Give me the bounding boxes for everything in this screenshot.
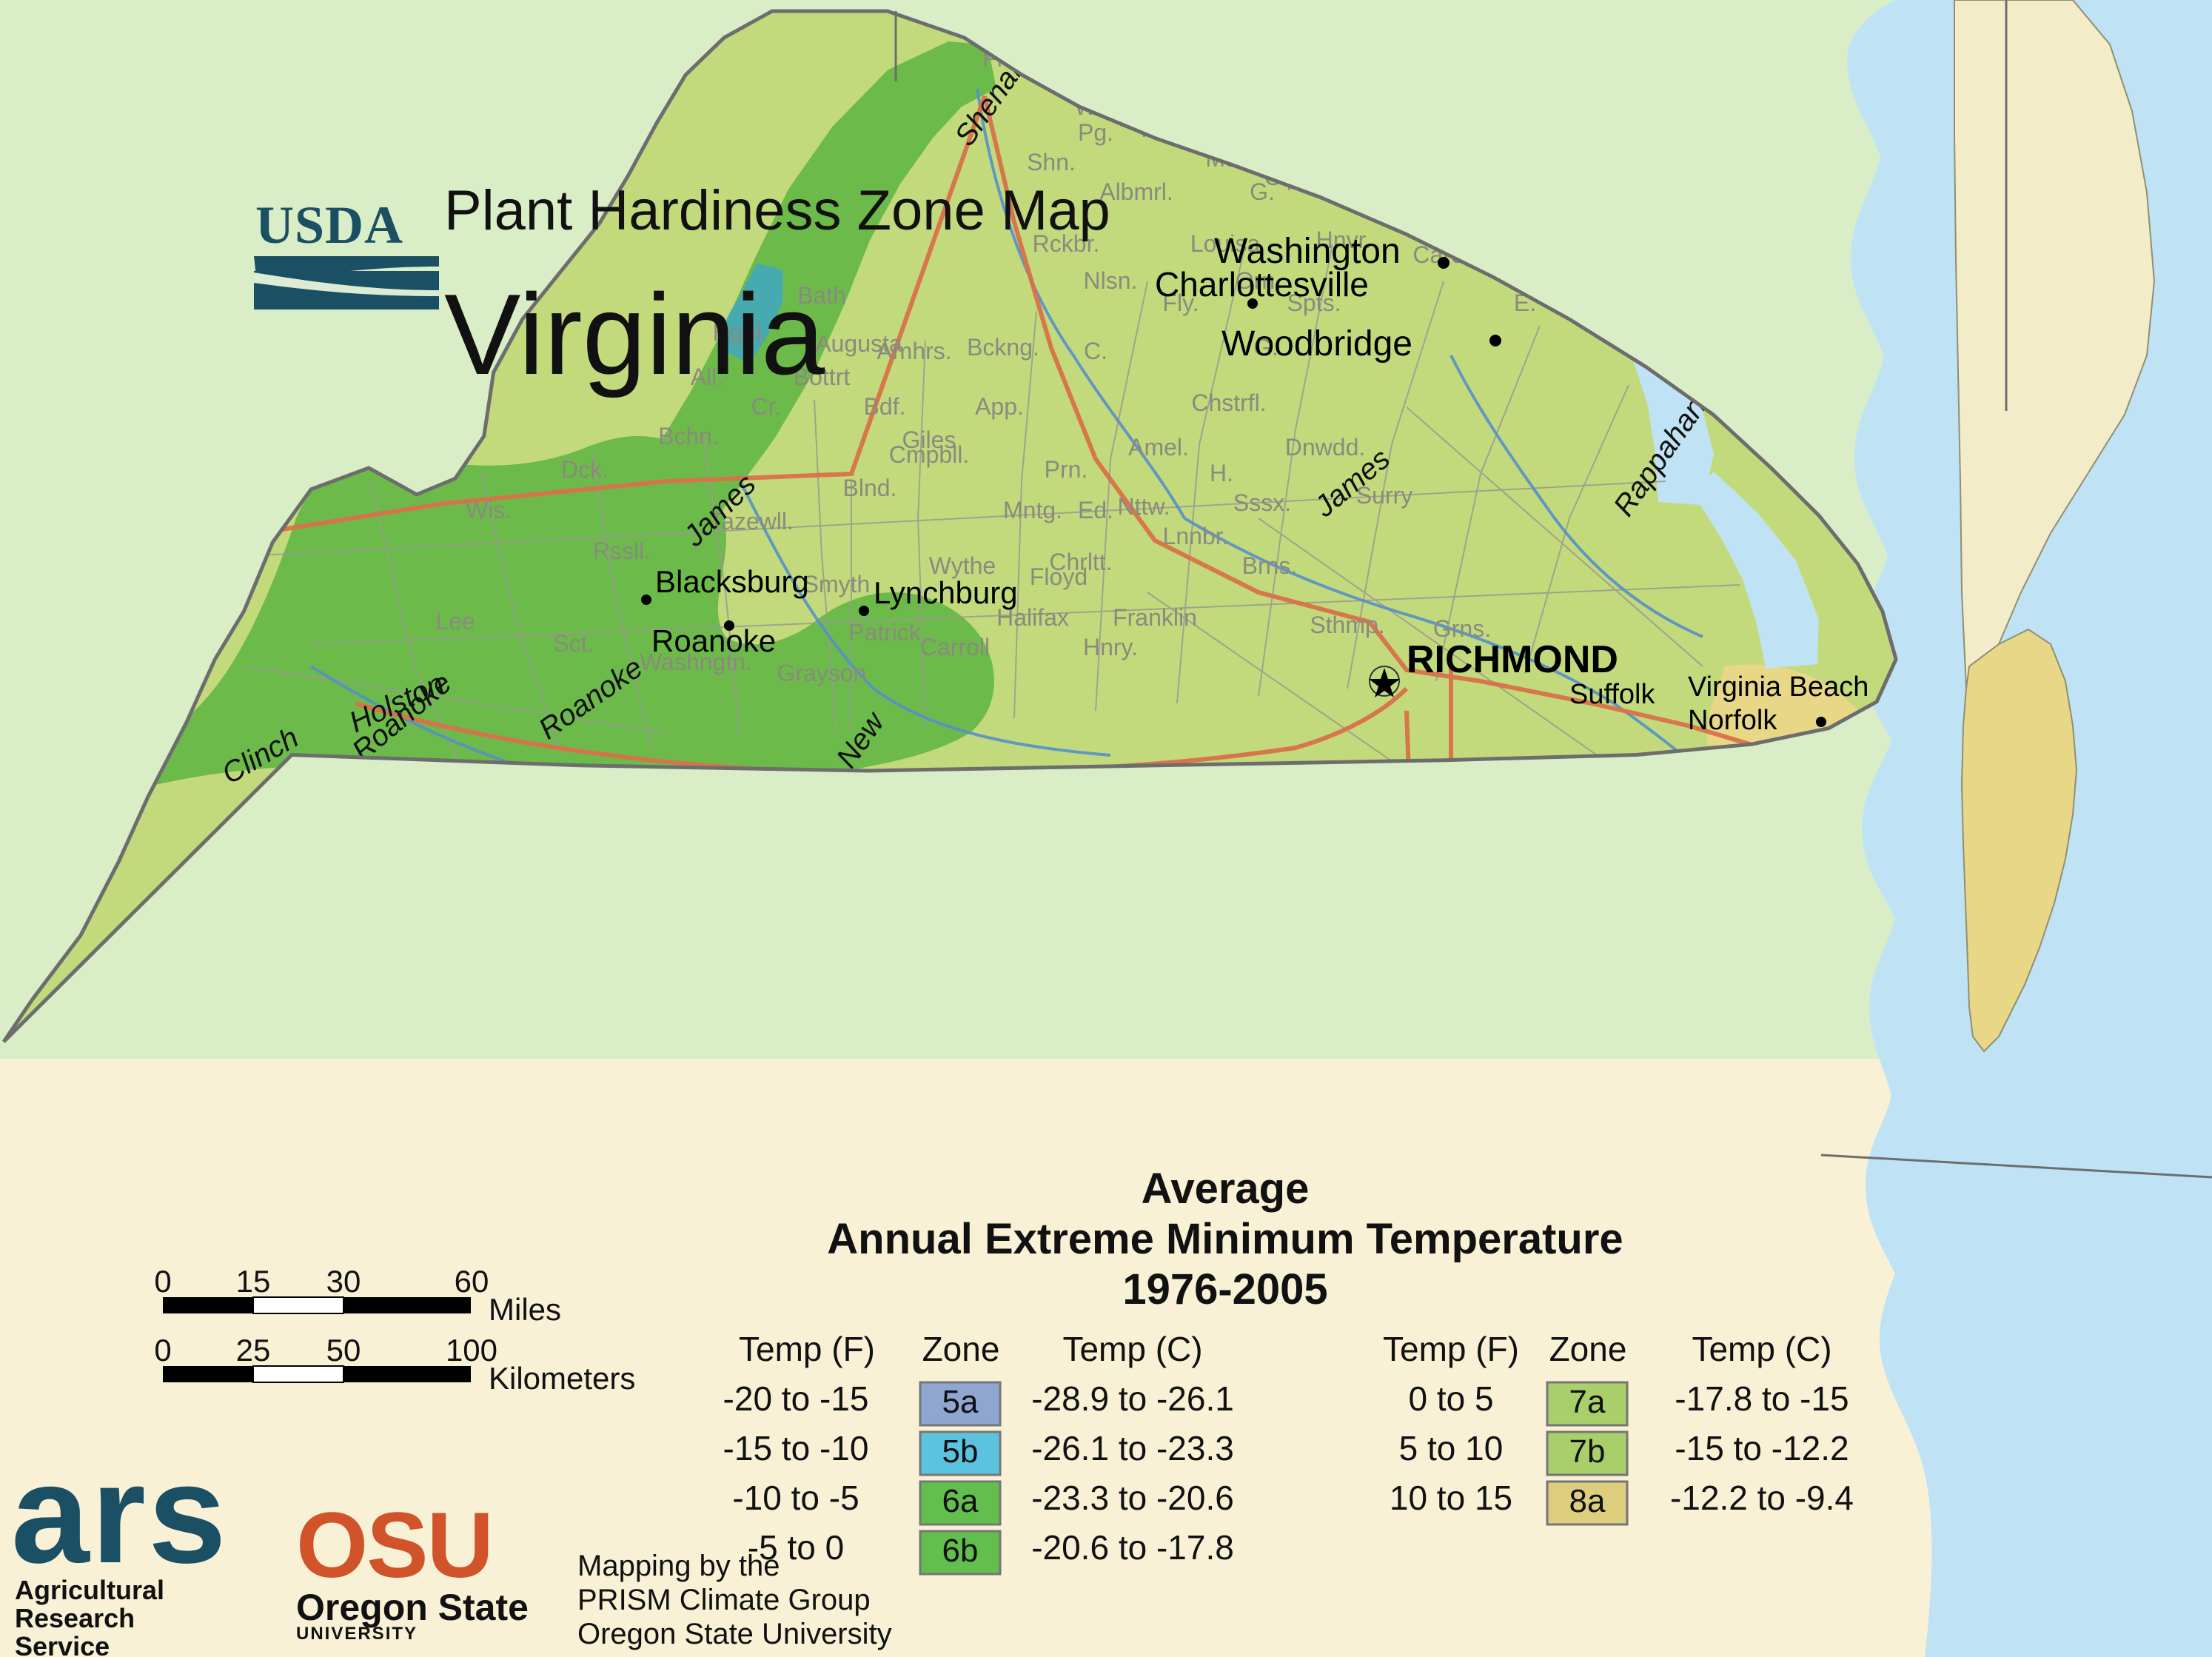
svg-text:Bckng.: Bckng. — [967, 334, 1039, 361]
svg-text:Miles: Miles — [489, 1292, 561, 1327]
svg-text:H.: H. — [1210, 460, 1233, 486]
svg-text:Temp (F): Temp (F) — [1383, 1330, 1519, 1368]
svg-text:Washington: Washington — [1214, 232, 1401, 271]
svg-text:C.: C. — [1084, 338, 1107, 364]
svg-text:5a: 5a — [942, 1384, 979, 1420]
svg-text:Norfolk: Norfolk — [1688, 705, 1777, 736]
svg-text:s: s — [148, 1436, 221, 1593]
svg-text:0 to 5: 0 to 5 — [1408, 1379, 1493, 1418]
svg-text:Service: Service — [15, 1631, 110, 1657]
svg-text:Ed.: Ed. — [1078, 497, 1113, 523]
svg-text:-10 to -5: -10 to -5 — [732, 1479, 859, 1517]
svg-text:Mntg.: Mntg. — [1003, 497, 1062, 523]
svg-text:5b: 5b — [942, 1433, 979, 1470]
svg-text:Average: Average — [1142, 1165, 1310, 1213]
svg-text:Temp (F): Temp (F) — [739, 1330, 875, 1368]
svg-text:Zone: Zone — [1549, 1330, 1627, 1368]
svg-text:6a: 6a — [942, 1483, 979, 1519]
svg-text:Chrltt.: Chrltt. — [1049, 549, 1112, 575]
svg-text:0: 0 — [154, 1264, 171, 1299]
svg-text:Sthmp.: Sthmp. — [1310, 612, 1384, 638]
svg-text:Bdf.: Bdf. — [864, 393, 906, 420]
svg-text:-26.1 to -23.3: -26.1 to -23.3 — [1031, 1429, 1234, 1467]
svg-text:Nttw.: Nttw. — [1117, 493, 1170, 520]
svg-text:Plant Hardiness Zone Map: Plant Hardiness Zone Map — [444, 179, 1110, 242]
svg-text:50: 50 — [326, 1333, 361, 1368]
svg-text:Carroll: Carroll — [920, 634, 990, 660]
svg-text:60: 60 — [455, 1264, 489, 1299]
svg-text:7a: 7a — [1569, 1384, 1606, 1420]
svg-text:Pg.: Pg. — [1078, 119, 1113, 146]
svg-text:Albmrl.: Albmrl. — [1099, 178, 1173, 205]
svg-text:Woodbridge: Woodbridge — [1221, 324, 1412, 364]
svg-text:Mapping by the: Mapping by the — [577, 1550, 780, 1582]
svg-text:-15 to -10: -15 to -10 — [723, 1429, 869, 1467]
svg-text:Amel.: Amel. — [1128, 434, 1189, 461]
svg-text:Lynchburg: Lynchburg — [874, 575, 1018, 610]
svg-text:30: 30 — [326, 1264, 361, 1299]
svg-text:-23.3 to -20.6: -23.3 to -20.6 — [1031, 1479, 1234, 1517]
svg-text:-12.2 to -9.4: -12.2 to -9.4 — [1670, 1479, 1854, 1517]
svg-text:6b: 6b — [942, 1533, 979, 1569]
svg-text:Suffolk: Suffolk — [1569, 679, 1655, 710]
svg-text:5 to 10: 5 to 10 — [1399, 1429, 1504, 1467]
svg-text:10 to 15: 10 to 15 — [1390, 1479, 1512, 1517]
svg-text:Nlsn.: Nlsn. — [1084, 267, 1138, 294]
svg-text:Dnwdd.: Dnwdd. — [1285, 434, 1366, 461]
svg-text:Oregon State University: Oregon State University — [577, 1618, 892, 1650]
svg-text:Oregon State: Oregon State — [296, 1587, 529, 1628]
svg-text:Blacksburg: Blacksburg — [655, 564, 809, 599]
svg-text:7b: 7b — [1569, 1433, 1606, 1470]
svg-text:UNIVERSITY: UNIVERSITY — [296, 1624, 418, 1644]
svg-text:1976-2005: 1976-2005 — [1122, 1265, 1327, 1313]
svg-text:-28.9 to -26.1: -28.9 to -26.1 — [1031, 1379, 1234, 1418]
svg-text:Franklin: Franklin — [1113, 604, 1197, 631]
svg-text:OSU: OSU — [296, 1494, 492, 1597]
svg-text:Roanoke: Roanoke — [651, 623, 776, 658]
svg-text:RICHMOND: RICHMOND — [1407, 638, 1618, 681]
svg-text:Hnry.: Hnry. — [1083, 634, 1138, 660]
svg-text:0: 0 — [154, 1333, 171, 1368]
svg-text:Brns.: Brns. — [1242, 552, 1298, 579]
svg-text:Sct.: Sct. — [553, 630, 594, 657]
svg-text:a: a — [11, 1436, 90, 1593]
svg-text:Temp (C): Temp (C) — [1062, 1330, 1202, 1368]
svg-text:Sssx.: Sssx. — [1233, 489, 1291, 516]
svg-text:Annual Extreme Minimum Tempera: Annual Extreme Minimum Temperature — [827, 1215, 1623, 1263]
svg-text:USDA: USDA — [255, 195, 403, 255]
svg-text:Grayson: Grayson — [777, 660, 867, 686]
svg-text:Lnnbr.: Lnnbr. — [1163, 523, 1229, 549]
svg-text:Lee: Lee — [435, 608, 475, 635]
svg-text:Agricultural: Agricultural — [15, 1575, 164, 1605]
svg-text:Temp (C): Temp (C) — [1692, 1330, 1831, 1368]
svg-text:Virginia: Virginia — [444, 270, 825, 398]
svg-text:-17.8 to -15: -17.8 to -15 — [1675, 1379, 1849, 1418]
svg-text:-20 to -15: -20 to -15 — [723, 1379, 869, 1418]
svg-text:Bchn.: Bchn. — [658, 423, 719, 449]
svg-text:-15 to -12.2: -15 to -12.2 — [1675, 1429, 1849, 1467]
svg-text:Wis.: Wis. — [466, 497, 512, 523]
svg-text:Smyth: Smyth — [803, 571, 871, 597]
svg-text:App.: App. — [975, 393, 1024, 420]
svg-text:Augusta: Augusta — [815, 330, 902, 357]
svg-text:8a: 8a — [1569, 1483, 1606, 1519]
svg-text:Blnd.: Blnd. — [843, 475, 897, 501]
svg-text:Chstrfl.: Chstrfl. — [1191, 389, 1266, 416]
svg-text:Kilometers: Kilometers — [489, 1361, 635, 1396]
svg-text:PRISM Climate Group: PRISM Climate Group — [577, 1584, 871, 1616]
svg-text:15: 15 — [236, 1264, 271, 1299]
svg-text:Cmpbll.: Cmpbll. — [889, 441, 969, 468]
svg-text:Patrick: Patrick — [848, 619, 922, 646]
svg-text:-20.6 to -17.8: -20.6 to -17.8 — [1031, 1528, 1234, 1567]
svg-text:Zone: Zone — [922, 1330, 1000, 1368]
svg-text:25: 25 — [236, 1333, 271, 1368]
svg-text:Virginia Beach: Virginia Beach — [1688, 672, 1869, 703]
svg-text:Prn.: Prn. — [1045, 456, 1088, 483]
svg-text:Research: Research — [15, 1603, 135, 1633]
svg-text:Rssll.: Rssll. — [593, 538, 651, 564]
svg-text:Dck.: Dck. — [561, 456, 609, 483]
svg-text:Shn.: Shn. — [1027, 149, 1076, 175]
